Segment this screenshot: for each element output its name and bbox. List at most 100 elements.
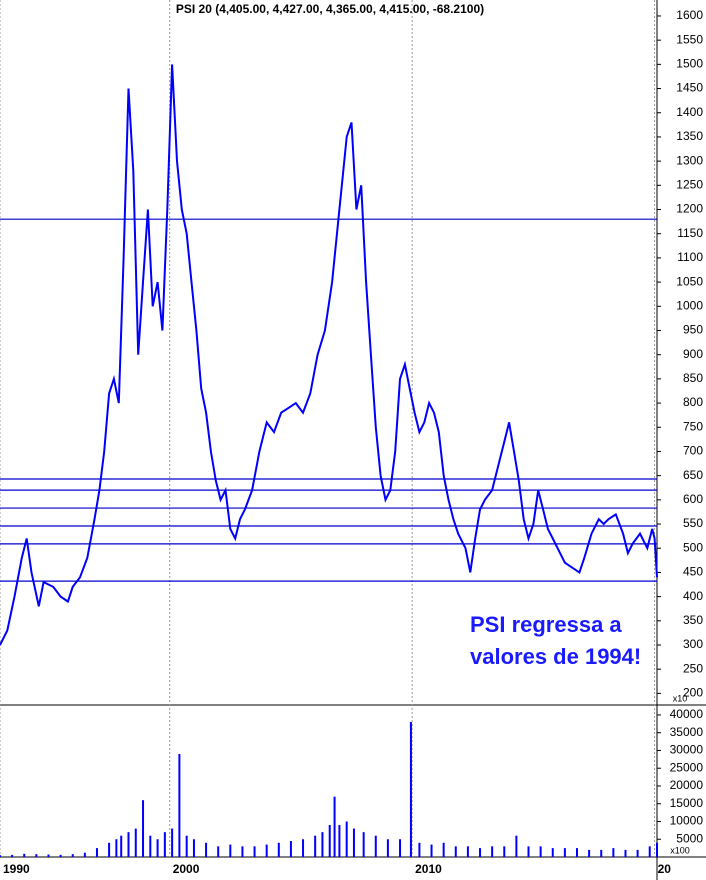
volume-bar [479,848,482,857]
volume-bar [171,828,174,857]
volume-bar [575,848,578,857]
volume-bar [289,841,292,857]
volume-bar [491,846,494,857]
x-tick-label: 2000 [173,862,200,876]
volume-bar [386,839,389,857]
y-tick-label: 1100 [677,250,703,264]
volume-bar [83,852,86,857]
y-tick-label: 40000 [670,707,704,721]
volume-bar [430,844,433,857]
volume-bar [563,848,566,857]
y-tick-label: 450 [683,565,703,579]
y-tick-label: 650 [683,468,703,482]
volume-bar [314,835,317,857]
chart-title: PSI 20 (4,405.00, 4,427.00, 4,365.00, 4,… [176,2,484,16]
volume-bar [178,754,181,857]
volume-bar [352,828,355,857]
volume-bar [253,846,256,857]
y-tick-label: 950 [683,323,703,337]
y-tick-label: 350 [683,613,703,627]
volume-bar [409,722,412,857]
volume-bar [156,839,159,857]
y-tick-label: 5000 [676,831,703,845]
volume-bar [0,855,1,857]
y-tick-label: 10000 [670,814,704,828]
scale-label: x100 [670,845,690,855]
volume-bar [115,839,118,857]
volume-bar [47,854,50,857]
y-tick-label: 400 [683,589,703,603]
volume-bar [345,821,348,857]
volume-bar [624,849,627,857]
volume-bar [59,854,62,857]
y-tick-label: 1400 [676,105,703,119]
volume-bar [217,846,220,857]
volume-bar [23,853,26,857]
volume-bar [503,846,506,857]
annotation: valores de 1994! [470,644,641,669]
x-tick-label: 1990 [3,862,30,876]
volume-bar [265,844,268,857]
volume-bar [338,825,341,857]
volume-bar [163,832,166,857]
y-tick-label: 850 [683,371,703,385]
volume-bar [600,849,603,857]
y-tick-label: 1500 [676,57,703,71]
volume-bar [11,854,14,857]
volume-bar [205,842,208,857]
price-line [0,64,658,646]
y-tick-label: 900 [683,347,703,361]
volume-bar [321,832,324,857]
y-tick-label: 550 [683,516,703,530]
y-tick-label: 800 [683,395,703,409]
y-tick-label: 1200 [676,202,703,216]
volume-bar [229,844,232,857]
annotation: PSI regressa a [470,612,622,637]
volume-bar [656,842,658,857]
y-tick-label: 15000 [670,796,704,810]
volume-bar [192,839,195,857]
volume-bar [120,835,123,857]
volume-bar [142,800,145,857]
y-tick-label: 500 [683,540,703,554]
y-tick-label: 250 [683,661,703,675]
volume-bar [35,854,38,857]
volume-bar [466,846,469,857]
volume-bar [588,849,591,857]
volume-bar [418,842,421,857]
volume-bar [539,846,542,857]
y-tick-label: 600 [683,492,703,506]
volume-bar [442,842,445,857]
volume-bar [551,848,554,857]
volume-bar [648,846,651,857]
volume-bar [333,796,336,857]
y-tick-label: 700 [683,444,703,458]
y-tick-label: 1450 [676,81,703,95]
volume-bar [515,835,518,857]
y-tick-label: 200 [683,686,703,700]
volume-bar [302,839,305,857]
volume-bar [374,835,377,857]
volume-bar [454,846,457,857]
volume-bar [134,828,137,857]
y-tick-label: 30000 [670,743,704,757]
volume-bar [636,849,639,857]
volume-bar [362,832,365,857]
volume-bar [612,848,615,857]
volume-bar [277,842,280,857]
volume-bar [399,839,402,857]
volume-bar [328,825,331,857]
y-tick-label: 1350 [676,129,703,143]
y-tick-label: 1300 [676,153,703,167]
y-tick-label: 20000 [670,778,704,792]
y-tick-label: 1550 [676,32,703,46]
y-tick-label: 1050 [676,274,703,288]
y-tick-label: 750 [683,419,703,433]
volume-bar [95,848,98,857]
volume-bar [185,835,188,857]
y-tick-label: 25000 [670,760,704,774]
y-tick-label: 1600 [676,8,703,22]
volume-bar [127,832,130,857]
y-tick-label: 1000 [676,298,703,312]
